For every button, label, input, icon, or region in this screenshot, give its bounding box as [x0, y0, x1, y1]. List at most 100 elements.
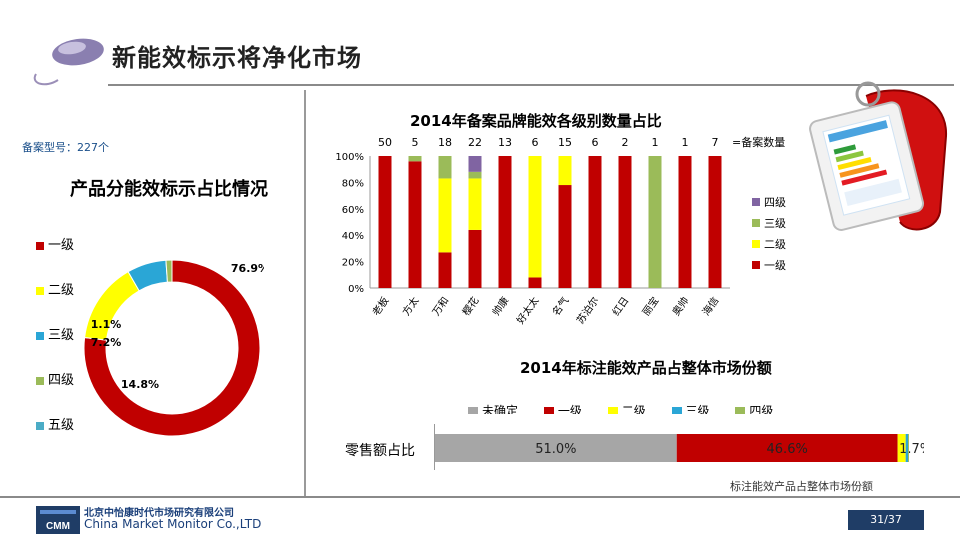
x-tick-label: 丽宝 — [639, 294, 661, 318]
company-name-cn: 北京中怡康时代市场研究有限公司 — [84, 508, 234, 519]
legend-swatch — [735, 406, 746, 414]
donut-legend-item: 五级 — [36, 414, 74, 433]
bar-segment — [528, 156, 542, 278]
y-tick-label: 40% — [342, 231, 364, 242]
donut-chart: 76.9% 14.8% 7.2% 1.1% — [83, 259, 264, 437]
legend-swatch — [752, 261, 760, 269]
x-tick-label: 奥帅 — [669, 294, 691, 318]
bar-segment — [676, 434, 898, 462]
bar-segment — [588, 156, 602, 288]
legend-swatch — [36, 376, 44, 385]
energy-label-icon — [809, 81, 948, 231]
count-label: 5 — [412, 136, 419, 149]
model-count: 备案型号：227个 — [22, 141, 109, 154]
count-label: 6 — [532, 136, 539, 149]
bar-segment — [438, 178, 452, 253]
page-number: 31/37 — [848, 510, 924, 530]
donut-legend-item: 三级 — [36, 324, 74, 343]
donut-slice — [83, 259, 261, 437]
bar-segment — [678, 156, 692, 288]
share-chart-title: 2014年标注能效产品占整体市场份额 — [520, 359, 772, 377]
vertical-divider — [304, 90, 306, 496]
legend-label: 一级 — [48, 238, 75, 253]
legend-swatch — [36, 241, 44, 250]
legend-swatch — [468, 406, 478, 414]
donut-legend-item: 一级 — [36, 234, 74, 253]
x-tick-label: 樱花 — [459, 294, 481, 318]
donut-data-label: 76.9% — [231, 262, 264, 275]
bar-segment — [648, 156, 662, 288]
legend-swatch — [752, 240, 760, 248]
y-tick-label: 100% — [335, 152, 364, 163]
bar-segment — [438, 252, 452, 288]
legend-swatch — [752, 219, 760, 227]
bar-segment — [908, 434, 909, 462]
share-bar-chart: 51.0% 46.6% 1.7% — [434, 424, 924, 470]
donut-legend-item: 四级 — [36, 369, 74, 388]
count-label: 50 — [378, 136, 392, 149]
share-legend-item: 三级 — [671, 402, 710, 414]
legend-swatch — [543, 406, 554, 414]
bar-segment — [618, 156, 632, 288]
legend-label: 二级 — [48, 283, 75, 298]
mouse-icon — [33, 38, 104, 86]
legend-label: 一级 — [557, 404, 582, 414]
x-tick-label: 万和 — [430, 295, 451, 318]
legend-label: 五级 — [48, 418, 75, 433]
bar-data-label: 51.0% — [535, 442, 576, 457]
count-label: 22 — [468, 136, 482, 149]
legend-label: 四级 — [764, 196, 786, 209]
count-label: 7 — [712, 136, 719, 149]
legend-swatch — [752, 198, 760, 206]
legend-label: 三级 — [685, 404, 710, 414]
header-divider — [108, 84, 954, 86]
count-label: 6 — [592, 136, 599, 149]
share-legend-item: 二级 — [607, 402, 646, 414]
bar-data-label: 1.7% — [899, 442, 924, 457]
logo-text: CMM — [46, 521, 70, 532]
legend-swatch — [607, 406, 618, 414]
company-name-en: China Market Monitor Co.,LTD — [84, 517, 262, 531]
legend-swatch — [36, 421, 44, 430]
legend-label: 四级 — [48, 373, 75, 388]
x-tick-label: 红日 — [609, 294, 631, 318]
x-tick-label: 名气 — [549, 294, 571, 318]
x-tick-label: 苏泊尔 — [574, 294, 602, 326]
x-tick-label: 帅康 — [489, 294, 511, 318]
bar-segment — [468, 178, 482, 230]
share-legend-item: 一级 — [543, 402, 582, 414]
legend-label: 一级 — [764, 259, 786, 272]
bar-segment — [905, 434, 909, 462]
share-legend-item: 四级 — [735, 402, 773, 414]
bar-segment — [498, 156, 512, 288]
bar-segment — [468, 156, 482, 172]
count-label: 1 — [652, 136, 659, 149]
x-tick-label: 海信 — [699, 294, 721, 318]
count-label: 1 — [682, 136, 689, 149]
bar-segment — [378, 156, 392, 288]
count-label: 18 — [438, 136, 452, 149]
donut-data-label: 7.2% — [91, 336, 122, 349]
bar-segment — [408, 156, 422, 162]
bar-segment — [558, 185, 572, 288]
x-tick-label: 方太 — [399, 294, 421, 318]
donut-legend-item: 二级 — [36, 279, 74, 298]
bar-segment — [438, 156, 452, 179]
y-tick-label: 20% — [342, 258, 364, 269]
bar-segment — [558, 156, 572, 186]
share-legend: 未确定 一级 二级 三级 四级 — [468, 402, 908, 414]
bar-segment — [468, 171, 482, 179]
y-tick-label: 80% — [342, 178, 364, 189]
legend-label: 未确定 — [482, 404, 519, 414]
bar-segment — [468, 229, 482, 288]
donut-slice — [165, 259, 173, 283]
x-tick-label: 好太太 — [514, 294, 542, 326]
share-legend-item: 未确定 — [468, 402, 518, 414]
bar-data-label: 46.6% — [767, 442, 808, 457]
bar-chart-title: 2014年备案品牌能效各级别数量占比 — [410, 112, 662, 130]
y-tick-label: 0% — [348, 284, 364, 295]
bar-segment — [408, 161, 422, 288]
legend-label: 二级 — [621, 404, 646, 414]
bar-segment — [708, 156, 722, 288]
page-title: 新能效标示将净化市场 — [112, 44, 362, 72]
